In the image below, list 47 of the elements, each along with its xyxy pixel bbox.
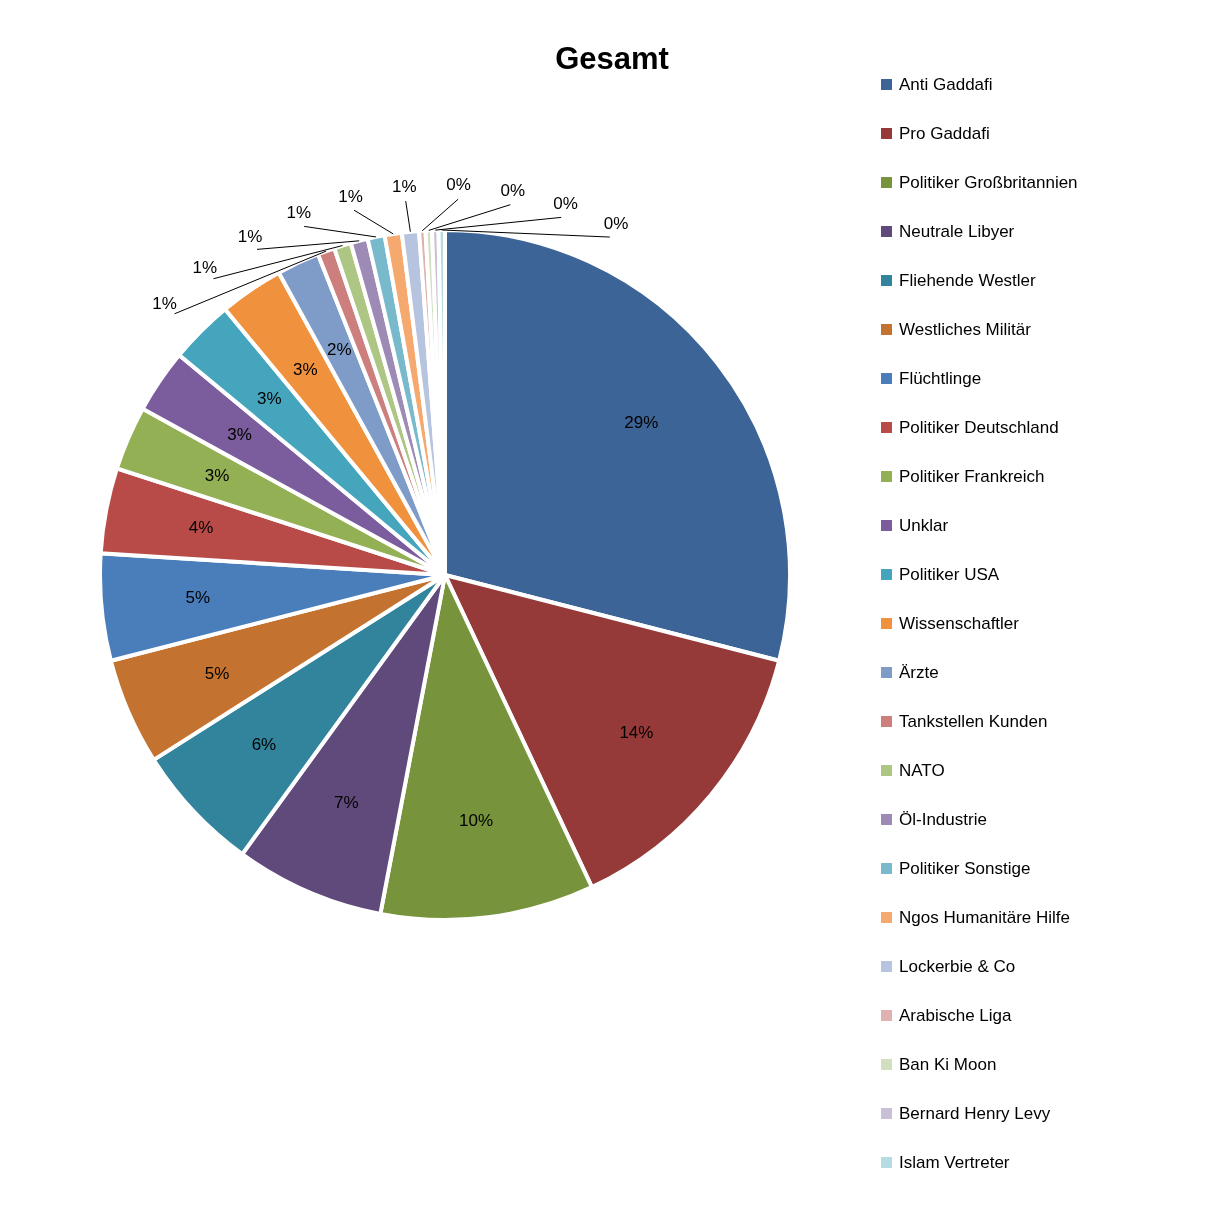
legend-label: Unklar [899,515,949,535]
legend-label: Ban Ki Moon [899,1054,997,1074]
data-label: 6% [251,735,277,755]
data-label: 1% [237,227,263,247]
legend-label: Arabische Liga [899,1005,1012,1025]
data-label: 1% [152,294,177,314]
data-label: 0% [553,194,578,214]
legend-label: Tankstellen Kunden [899,711,1048,731]
legend-label: Flüchtlinge [899,368,982,388]
data-label: 4% [188,518,214,538]
data-label: 1% [192,257,218,277]
legend-label: Politiker Deutschland [899,417,1059,437]
data-label: 5% [204,663,230,683]
legend-label: Ngos Humanitäre Hilfe [899,907,1071,927]
legend-label: Politiker Sonstige [899,858,1031,878]
data-label: 3% [204,466,230,486]
legend-label: Fliehende Westler [899,270,1037,290]
legend-label: Öl-Industrie [899,809,987,829]
data-label: 5% [185,588,210,608]
legend-label: Politiker USA [899,564,1000,584]
data-label: 0% [500,180,526,200]
legend-label: Wissenschaftler [899,613,1020,633]
chart-title: Gesamt [555,41,669,76]
legend-label: NATO [899,760,945,780]
legend-label: Politiker Großbritannien [899,172,1078,192]
legend-label: Politiker Frankreich [899,466,1045,486]
data-label: 7% [334,792,359,812]
data-label: 3% [293,359,318,379]
legend-label: Pro Gaddafi [899,123,990,143]
legend-label: Lockerbie & Co [899,956,1016,976]
data-label: 0% [603,214,629,234]
data-label: 3% [257,389,282,409]
legend-label: Westliches Militär [899,319,1032,339]
legend-label: Islam Vertreter [899,1152,1010,1172]
data-label: 29% [624,412,659,432]
data-label: 14% [619,723,654,743]
data-label: 1% [338,186,363,206]
data-label: 10% [459,811,494,831]
legend-label: Anti Gaddafi [899,74,993,94]
legend-label: Ärzte [899,662,939,682]
legend-label: Neutrale Libyer [899,221,1015,241]
data-label: 1% [286,203,312,223]
data-label: 0% [446,175,471,195]
data-label: 2% [326,340,352,360]
data-label: 1% [391,177,417,197]
data-label: 3% [227,425,252,445]
legend-label: Bernard Henry Levy [899,1103,1051,1123]
